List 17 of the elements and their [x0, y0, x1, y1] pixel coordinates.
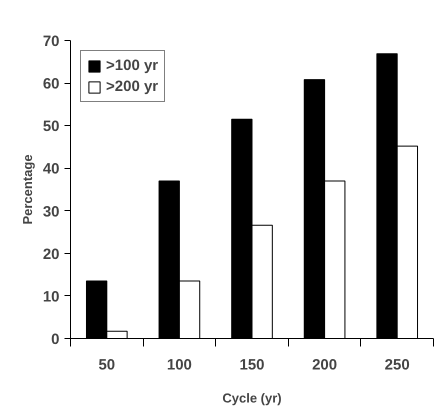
- y-tick-label: 50: [42, 118, 60, 136]
- x-tick-label: 50: [98, 356, 116, 374]
- x-axis-title: Cycle (yr): [222, 390, 282, 406]
- y-tick-label: 40: [42, 160, 60, 178]
- y-tick-label: 20: [42, 246, 60, 263]
- y-tick-label: 30: [42, 203, 60, 220]
- y-tick-label: 70: [42, 33, 60, 50]
- y-tick-label: 10: [42, 288, 60, 306]
- y-tick-label: 60: [42, 76, 60, 93]
- x-tick-label: 100: [166, 356, 192, 374]
- x-tick-label: 250: [384, 356, 410, 374]
- legend-label: >200 yr: [106, 78, 158, 95]
- legend-label: >100 yr: [106, 57, 158, 74]
- x-tick-label: 150: [239, 356, 265, 374]
- y-axis-title: Percentage: [20, 154, 35, 225]
- y-tick-label: 0: [51, 331, 60, 348]
- x-tick-label: 200: [312, 356, 338, 374]
